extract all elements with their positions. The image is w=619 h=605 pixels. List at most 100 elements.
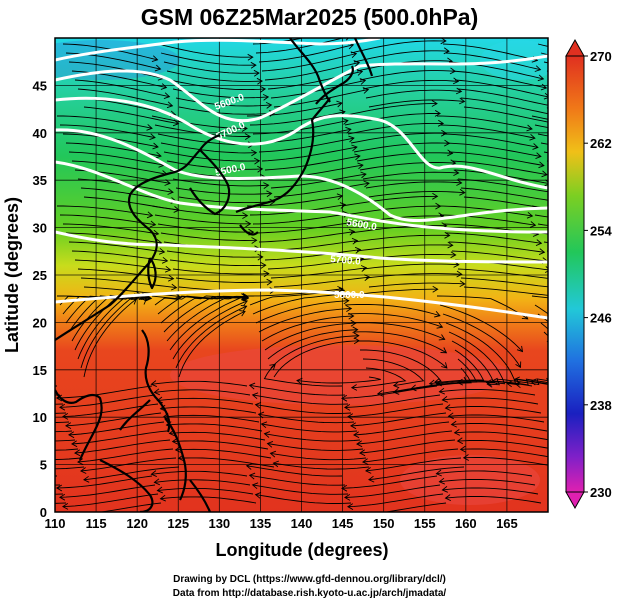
streamline-arrow	[164, 179, 171, 186]
streamline	[246, 465, 343, 477]
streamline	[451, 423, 548, 432]
streamline-arrow	[455, 87, 463, 95]
streamline	[247, 288, 343, 297]
streamline	[264, 433, 361, 442]
streamline	[341, 195, 438, 207]
streamline	[160, 406, 257, 414]
streamline-arrow	[365, 467, 372, 474]
streamline	[160, 295, 249, 324]
streamline	[255, 404, 352, 414]
streamline-arrow	[543, 92, 548, 100]
streamline	[442, 43, 538, 61]
streamline	[359, 162, 456, 171]
streamline-arrow	[604, 339, 609, 345]
streamline-arrow	[152, 142, 159, 150]
y-tick-label: 0	[40, 505, 47, 520]
streamline-arrow	[486, 380, 493, 388]
map-title: GSM 06Z25Mar2025 (500.0hPa)	[140, 4, 479, 30]
x-tick-label: 160	[455, 516, 477, 531]
streamline-arrow	[353, 431, 360, 439]
streamline	[151, 470, 248, 477]
streamline	[55, 439, 76, 442]
streamline	[246, 195, 343, 207]
streamline	[454, 431, 548, 441]
streamline-arrow	[247, 53, 254, 61]
streamline-arrow	[345, 219, 353, 227]
streamline	[350, 132, 447, 144]
streamline-arrow	[259, 85, 267, 93]
streamline	[448, 331, 506, 385]
streamline	[457, 440, 548, 449]
streamline	[350, 40, 446, 54]
streamline-arrow	[153, 478, 160, 486]
x-tick-label: 125	[167, 516, 189, 531]
x-tick-label: 155	[414, 516, 436, 531]
streamline-arrow	[242, 212, 249, 219]
streamline-arrow	[242, 293, 249, 300]
streamline	[80, 277, 177, 289]
streamline-arrow	[551, 198, 556, 204]
contour-label: 5800.0	[334, 290, 365, 301]
streamline-arrow	[80, 467, 87, 474]
streamline-arrow	[350, 51, 358, 59]
streamline-arrow	[253, 157, 261, 165]
streamline-arrow	[256, 77, 263, 85]
colorbar-tick-label: 238	[590, 398, 612, 413]
streamline-arrow	[554, 207, 559, 213]
streamline-arrow	[592, 371, 598, 377]
streamline	[451, 160, 548, 176]
streamline-arrow	[453, 429, 461, 436]
x-tick-label: 165	[496, 516, 518, 531]
streamline	[157, 397, 254, 405]
streamline-arrow	[156, 486, 163, 494]
streamline	[55, 484, 61, 486]
streamline	[460, 277, 548, 288]
y-tick-label: 10	[33, 410, 47, 425]
streamline-arrow	[266, 190, 273, 198]
streamline	[457, 88, 548, 106]
streamline	[442, 487, 539, 495]
streamline	[166, 70, 263, 82]
streamline	[62, 493, 159, 508]
streamline-arrow	[456, 437, 464, 445]
streamline-arrow	[240, 304, 248, 312]
streamline-arrow	[245, 220, 252, 228]
streamline	[454, 79, 548, 98]
streamline	[270, 79, 366, 99]
streamline	[445, 232, 542, 244]
streamline	[350, 412, 447, 427]
streamline-arrow	[140, 298, 148, 305]
streamline	[172, 88, 269, 99]
streamline-arrow	[343, 297, 350, 305]
streamline-arrow	[342, 26, 348, 32]
streamline-arrow	[348, 135, 355, 143]
streamline-arrow	[440, 347, 448, 354]
x-tick-label: 135	[250, 516, 272, 531]
streamline-arrow	[443, 47, 450, 55]
streamline-arrow	[447, 241, 454, 249]
streamline	[71, 294, 147, 342]
x-tick-label: 140	[291, 516, 313, 531]
streamline-arrow	[438, 28, 443, 34]
streamline-arrow	[347, 413, 354, 420]
y-tick-label: 25	[33, 268, 47, 283]
streamline	[553, 89, 619, 97]
streamline-arrow	[241, 125, 248, 132]
streamline-arrow	[353, 337, 360, 345]
streamline-arrow	[453, 169, 460, 177]
streamline-arrow	[344, 494, 351, 501]
streamline-arrow	[345, 305, 353, 312]
streamline-arrow	[345, 38, 350, 41]
streamline-arrow	[345, 126, 352, 134]
y-tick-label: 20	[33, 315, 47, 330]
streamline-arrow	[362, 87, 370, 94]
streamline-arrow	[174, 446, 182, 453]
streamline	[267, 443, 364, 451]
streamline-arrow	[146, 124, 153, 131]
streamline	[556, 188, 619, 194]
streamline-arrow	[444, 231, 451, 239]
streamline	[80, 457, 177, 472]
streamline-arrow	[352, 326, 359, 334]
streamline-arrow	[440, 129, 448, 137]
streamline-arrow	[459, 445, 467, 453]
